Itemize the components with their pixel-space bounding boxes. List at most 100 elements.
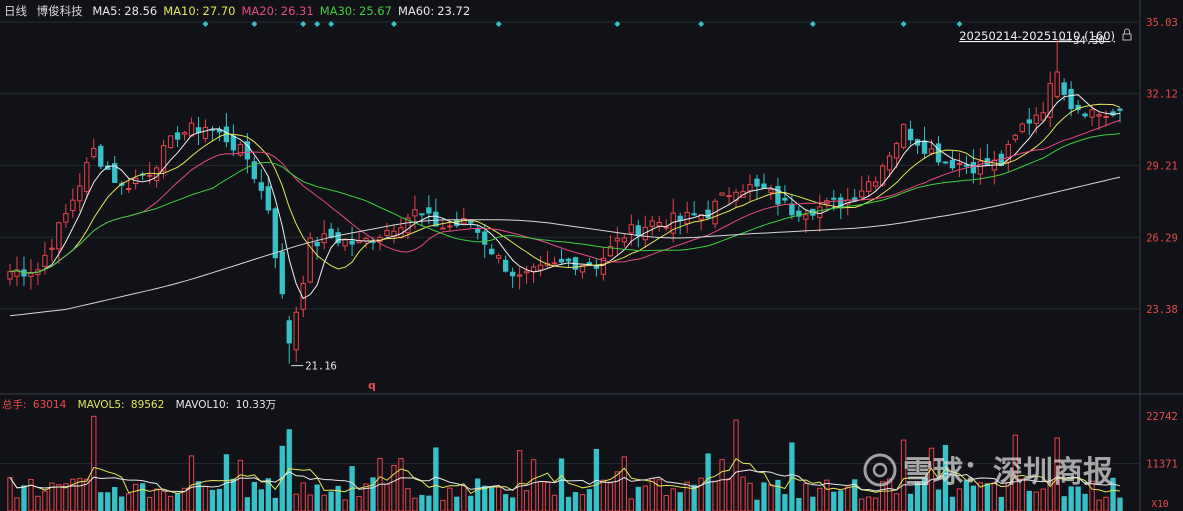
price-tick-0: 35.03 (1146, 17, 1178, 29)
mavol10-value: 10.33万 (236, 399, 277, 411)
event-diamond-icon[interactable] (251, 21, 258, 27)
event-diamond-icon[interactable] (328, 21, 335, 27)
volume-bar (838, 490, 844, 511)
candle (251, 156, 258, 184)
volume-bar (970, 485, 977, 511)
volume-bar (817, 487, 823, 511)
candle (600, 246, 607, 281)
candles (7, 39, 1123, 364)
candle (28, 259, 34, 290)
candle (691, 201, 697, 217)
candle (265, 176, 271, 215)
xueqiu-logo-icon (863, 453, 897, 487)
volume-bar (712, 480, 718, 511)
volume-bar (677, 492, 683, 511)
volume-bar (272, 497, 278, 511)
candle (56, 221, 62, 264)
event-diamond-icon[interactable] (614, 21, 621, 27)
candle (1019, 122, 1025, 134)
ma-value-0: 28.56 (124, 4, 157, 18)
event-diamond-icon[interactable] (956, 21, 963, 27)
candle (1047, 71, 1053, 128)
volume-bar (733, 419, 739, 511)
volume-bar (845, 486, 851, 511)
volume-bar (698, 477, 704, 511)
candle (893, 141, 900, 169)
event-diamond-icon[interactable] (390, 21, 397, 27)
event-diamond-icon[interactable] (698, 21, 705, 27)
candle (167, 135, 174, 149)
volume-bar (209, 489, 216, 511)
volume-bar (454, 496, 460, 511)
volume-bar (14, 497, 20, 511)
ma60-line (9, 176, 1121, 317)
price-tick-2: 29.21 (1146, 160, 1178, 172)
candle (84, 157, 90, 199)
candle (879, 163, 886, 188)
ma10-line (9, 103, 1121, 274)
candle (768, 184, 774, 200)
volume-bar (726, 478, 732, 511)
lock-icon[interactable] (1122, 28, 1132, 41)
volume-bar (258, 489, 264, 511)
mavol10-line (9, 469, 1121, 493)
volume-bar (251, 481, 258, 511)
ma-label-4: MA60: (398, 4, 434, 18)
event-diamond-icon[interactable] (202, 21, 209, 27)
ma-label-0: MA5: (92, 4, 121, 18)
volume-bar (174, 493, 181, 511)
volume-bar (153, 488, 160, 511)
candle (272, 206, 278, 269)
candle (866, 175, 872, 197)
candle (1005, 140, 1011, 172)
volume-bar (879, 481, 886, 511)
volume-bar (1019, 478, 1025, 511)
volume-bar (691, 484, 697, 511)
volume-bar (600, 479, 607, 511)
volume-unit: X10 (1151, 499, 1168, 510)
volume-bar (621, 456, 628, 511)
date-range-label[interactable]: 20250214-20251010 (160) (959, 29, 1115, 43)
volume-bar (635, 486, 641, 511)
event-diamond-icon[interactable] (809, 21, 816, 27)
candle (509, 267, 516, 288)
volume-bar (160, 490, 167, 511)
ma-value-1: 27.70 (203, 4, 236, 18)
volume-bar (447, 487, 453, 511)
candle (426, 195, 432, 225)
volume-bar (586, 489, 593, 511)
candle (747, 174, 753, 202)
volume-bar (426, 495, 432, 511)
volume-bar (202, 485, 209, 511)
candle (684, 201, 690, 233)
volume-bar (1033, 491, 1039, 511)
candle (1096, 111, 1102, 130)
volume-bar (98, 492, 104, 511)
candle (98, 143, 104, 170)
volume-bar (935, 489, 942, 511)
chart-header: 日线 博俊科技 MA5: 28.56 MA10: 27.70 MA20: 26.31 MA3… (4, 4, 470, 18)
volume-bar (656, 479, 662, 511)
candle (1054, 39, 1060, 99)
event-diamond-icon[interactable] (300, 21, 307, 27)
volume-bar (544, 482, 551, 511)
price-tick-1: 32.12 (1146, 89, 1178, 101)
candle (782, 185, 788, 204)
candle (852, 189, 858, 202)
mavol5-line (9, 457, 1121, 495)
event-diamond-icon[interactable] (900, 21, 907, 27)
candle (614, 226, 621, 255)
volume-bar (112, 487, 118, 511)
volume-bar (984, 483, 991, 511)
event-diamond-icon[interactable] (495, 21, 502, 27)
volume-bar (747, 482, 753, 511)
volume-bar (956, 488, 963, 511)
event-diamond-icon[interactable] (314, 21, 321, 27)
ma-value-4: 23.72 (437, 4, 470, 18)
volume-bar (1103, 496, 1109, 511)
volume-bar (684, 481, 690, 511)
volume-bar (405, 488, 411, 511)
volume-bar (775, 479, 781, 511)
volume-bar (132, 483, 139, 511)
